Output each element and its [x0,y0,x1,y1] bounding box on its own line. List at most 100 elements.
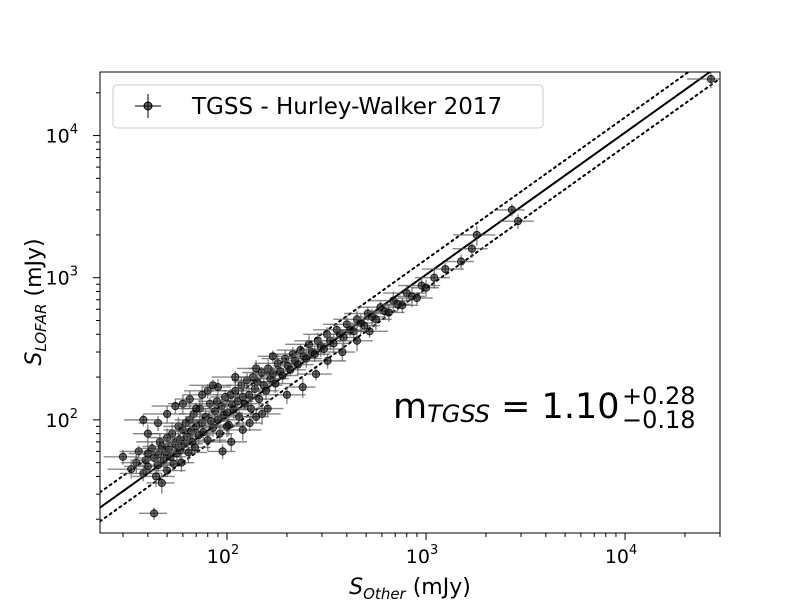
data-point-marker [255,394,264,404]
y-tick-base: 10 [46,126,70,148]
data-point [296,368,332,381]
data-point-marker [398,301,407,310]
data-point [356,310,392,331]
data-point-marker [218,447,227,456]
data-point-marker [441,264,450,274]
data-point [175,441,211,454]
data-point-marker [456,257,466,266]
slope-annotation-sub: TGSS [427,400,490,428]
data-point-marker [198,390,207,399]
data-point [414,268,451,289]
data-point [496,204,525,217]
x-tick-base: 10 [207,546,231,568]
data-point-marker [319,344,329,354]
data-point-marker [286,365,295,374]
data-point [498,214,534,230]
data-point [151,399,194,414]
data-point-marker [706,74,715,84]
y-axis-label-sub: LOFAR [32,304,50,352]
data-point-marker [261,386,271,395]
data-point-marker [227,437,236,446]
data-point [452,240,488,259]
data-point-marker [298,383,307,392]
data-point-marker [278,371,287,380]
data-point [182,385,218,406]
data-point-marker [238,425,247,434]
x-tick-exp: 2 [231,543,239,558]
y-tick-label: 104 [46,123,78,148]
y-tick-label: 102 [46,407,78,432]
data-point [257,350,286,363]
data-point-marker [268,352,277,361]
data-point [287,377,316,398]
data-point [337,331,373,352]
data-point-marker [339,333,348,342]
data-point [410,279,439,298]
data-point-marker [282,390,292,399]
data-point-marker [252,412,261,421]
data-point-marker [412,293,422,303]
data-point-marker [139,415,148,424]
data-point [303,353,347,369]
data-point-marker [467,244,476,253]
data-point-marker [149,509,159,518]
data-point [453,225,496,246]
data-point-marker [507,205,516,214]
x-axis-label-sub: Other [363,585,406,600]
data-point [124,413,160,427]
data-point [238,404,281,425]
data-point-marker [118,452,128,461]
data-point [209,401,253,419]
data-point [250,382,279,401]
y-axis-label: SLOFAR (mJy) [22,238,50,365]
data-point-marker [171,401,180,411]
data-point [207,444,236,460]
x-axis-label: SOther (mJy) [349,575,471,600]
data-point [219,420,262,441]
data-point [327,343,356,362]
data-point-marker [310,350,319,359]
data-point-marker [338,347,347,357]
data-point-marker [222,422,232,431]
data-point-marker [203,436,212,445]
data-point-marker [159,456,168,465]
data-point [256,375,292,393]
data-point [446,254,474,270]
data-point-marker [185,394,194,404]
data-point [234,416,263,431]
y-tick-exp: 4 [70,123,78,138]
slope-annotation: mTGSS = 1.10 [393,387,620,428]
data-point [146,473,175,494]
x-axis: 102 103 104 [122,533,721,568]
x-tick-exp: 4 [629,543,637,558]
data-point-marker [245,418,254,428]
slope-annotation-upper: +0.28 [622,382,696,410]
data-point-marker [311,369,321,379]
data-point [241,410,269,424]
data-point-marker [208,381,218,390]
data-point-marker [184,448,193,457]
data-point-marker [157,478,166,488]
data-point [207,417,243,438]
y-tick-exp: 2 [70,407,78,422]
data-point [345,319,381,333]
data-point [139,507,167,520]
data-point-marker [244,390,254,399]
x-axis-label-main: S [349,575,363,600]
data-point-marker [371,315,381,324]
y-tick-exp: 3 [70,265,78,280]
data-point [189,379,232,392]
data-point-marker [421,283,431,292]
data-point-marker [430,273,439,282]
data-point-marker [143,462,152,471]
data-point-marker [472,230,481,240]
data-point-marker [151,472,161,481]
data-point [687,72,720,89]
x-tick-exp: 3 [430,543,438,558]
data-point [236,360,272,378]
data-point [166,454,195,472]
data-point-marker [163,409,172,419]
data-point [194,412,237,428]
x-axis-label-unit: (mJy) [406,575,471,600]
